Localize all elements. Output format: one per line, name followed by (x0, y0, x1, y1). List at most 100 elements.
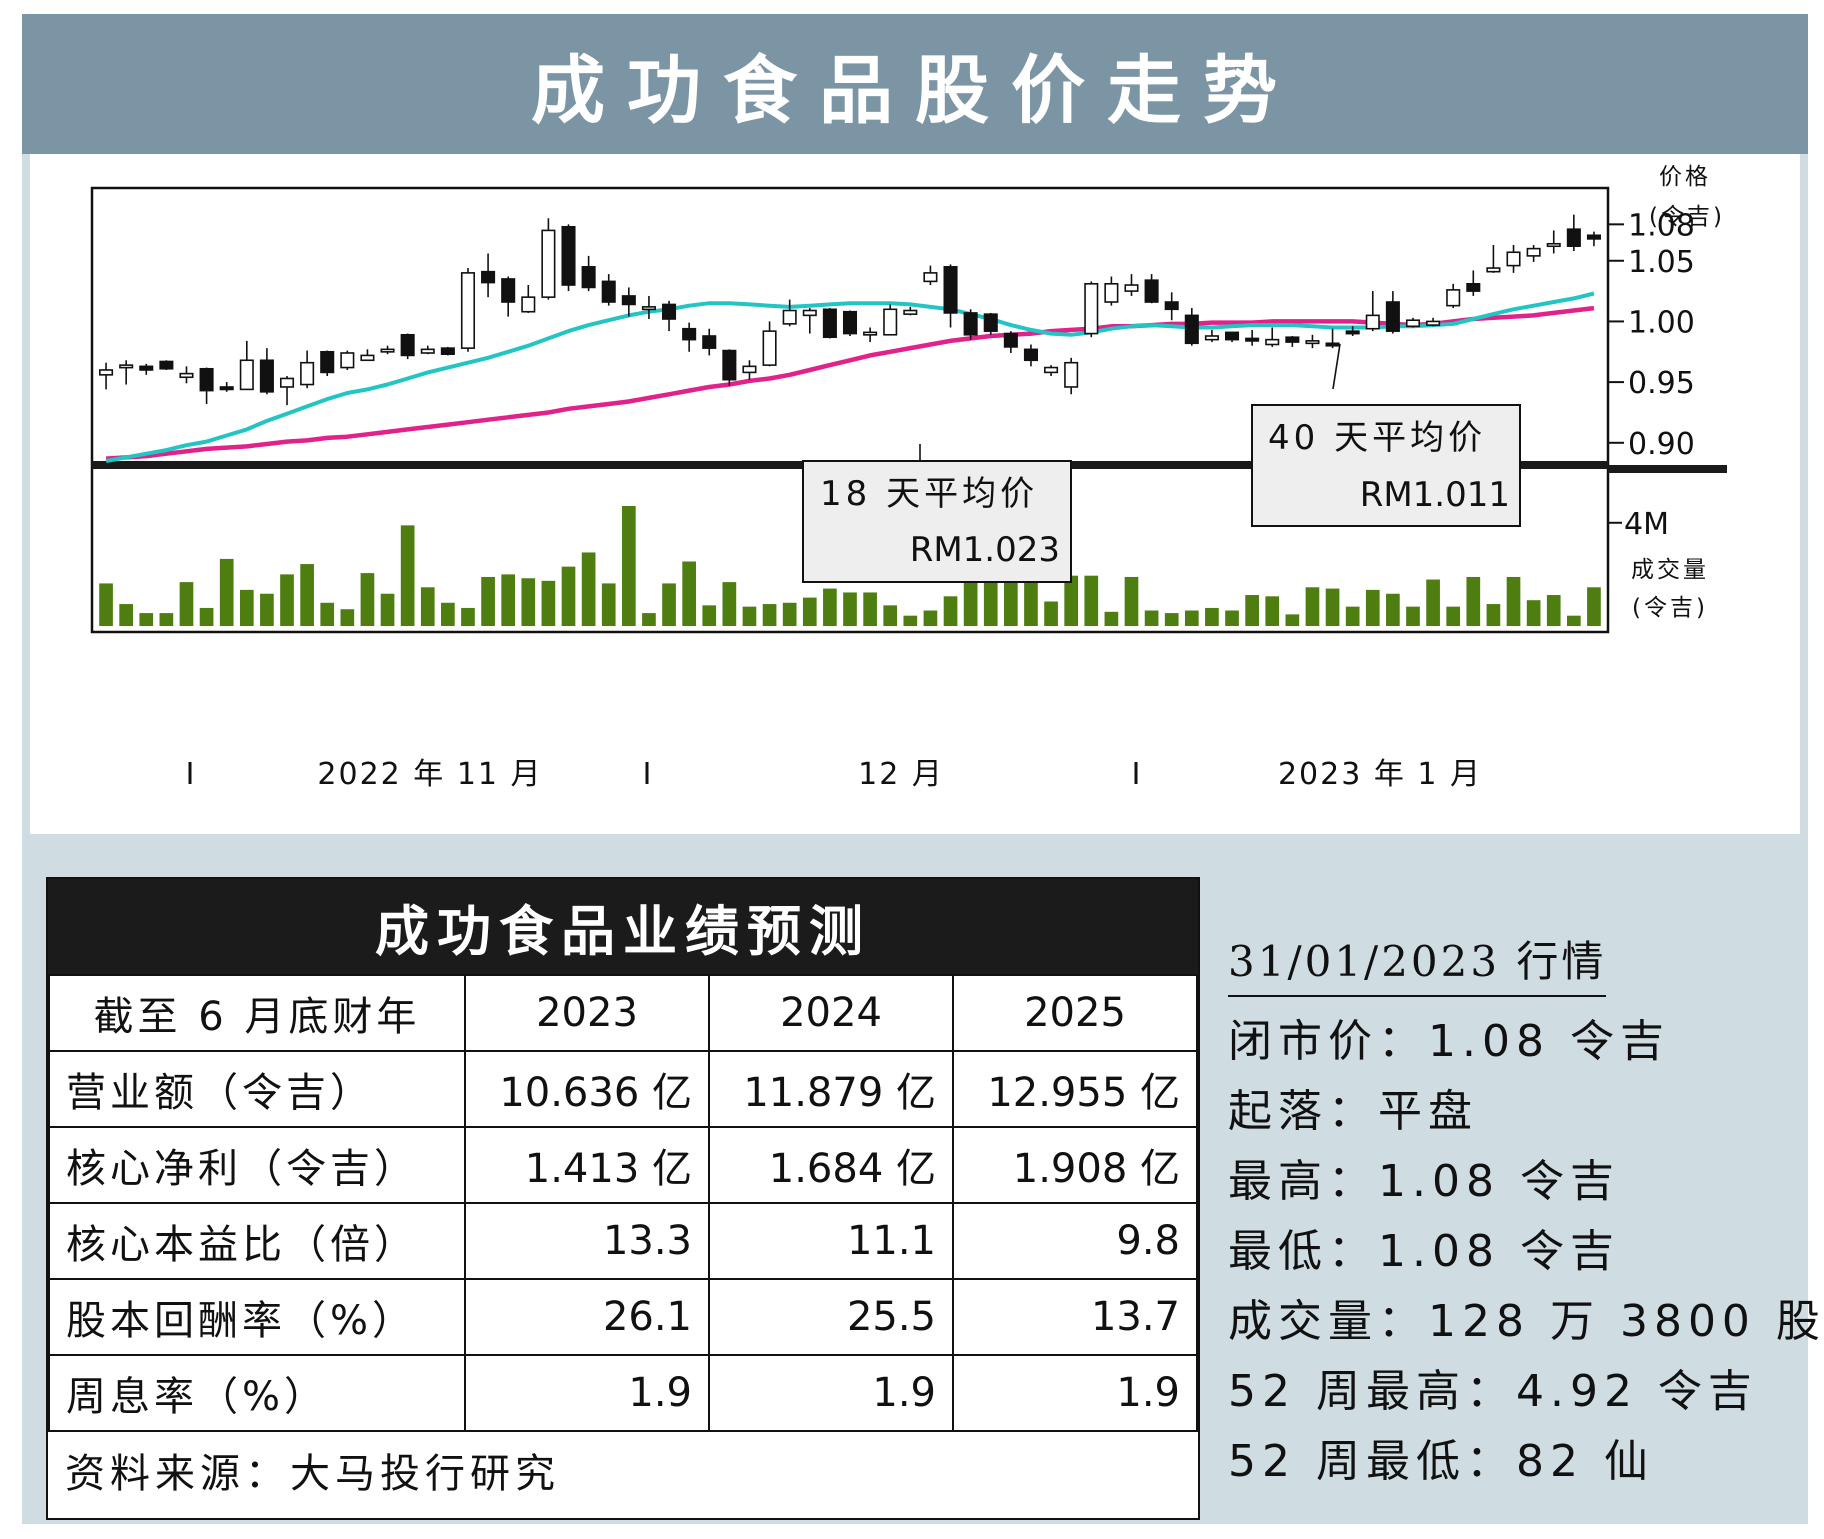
volume-bar (219, 558, 234, 626)
candle-body (1204, 335, 1219, 341)
volume-bar (260, 593, 274, 626)
volume-bar (1104, 611, 1119, 626)
volume-bar (1164, 613, 1179, 626)
candle-body (802, 309, 817, 317)
table-cell: 9.8 (952, 1202, 1198, 1280)
volume-bar (561, 566, 576, 626)
quote-close: 闭市价：1.08 令吉 (1228, 1016, 1670, 1067)
candle-body (119, 364, 134, 369)
volume-bar (239, 589, 254, 626)
volume-bar (863, 592, 877, 626)
volume-axis-label: 成交量 (1631, 557, 1709, 583)
volume-bar (943, 596, 958, 626)
candle-body (702, 335, 717, 349)
volume-bar (1406, 606, 1420, 626)
volume-bar (280, 574, 294, 626)
volume-bar (1345, 606, 1360, 626)
candle-body (1245, 337, 1260, 342)
candle-body (822, 308, 837, 339)
candle-body (380, 348, 395, 353)
ma18-callout-value: RM1.023 (910, 530, 1060, 570)
row-label: 核心本益比（倍） (48, 1202, 466, 1280)
row-label: 营业额（令吉） (48, 1050, 466, 1128)
candle-body (159, 360, 174, 370)
candle-body (742, 365, 757, 374)
ma40-line (105, 305, 1595, 461)
volume-bar (1184, 610, 1199, 626)
candle-body (1526, 247, 1541, 257)
forecast-title: 成功食品业绩预测 (48, 879, 1198, 974)
volume-bar (420, 587, 435, 626)
volume-bar (159, 613, 174, 626)
volume-bar (1446, 606, 1461, 626)
volume-bar (199, 607, 214, 626)
candle-body (1466, 283, 1481, 292)
volume-bar (662, 583, 676, 626)
candle-body (762, 330, 777, 366)
volume-bar (1225, 610, 1239, 626)
volume-bar (380, 593, 395, 626)
table-cell: 10.636 亿 (464, 1050, 710, 1128)
candle-body (1305, 340, 1320, 345)
candle-body (1385, 301, 1400, 332)
table-cell: 13.3 (464, 1202, 710, 1280)
candle-body (460, 272, 476, 349)
candle-body (581, 266, 596, 289)
x-axis-label: 12 月 (858, 757, 944, 792)
volume-bar (1124, 576, 1139, 626)
volume-bar (1305, 587, 1320, 626)
candle-body (983, 313, 998, 332)
candle-body (1546, 242, 1561, 248)
candle-body (199, 367, 214, 392)
table-cell: 1.413 亿 (464, 1126, 710, 1204)
volume-bar (823, 588, 837, 626)
candle-body (340, 352, 355, 369)
candle-body (179, 372, 194, 379)
volume-bar (722, 582, 737, 626)
volume-bar (179, 582, 194, 626)
candle-body (561, 225, 576, 286)
volume-bar (1466, 576, 1481, 626)
candle-body (1446, 289, 1461, 307)
price-tick-label: 0.95 (1628, 366, 1695, 401)
x-axis-label: 2022 年 11 月 (317, 757, 542, 792)
price-axis-label: 价格 (1659, 164, 1711, 190)
volume-bar (139, 613, 154, 626)
candle-body (1084, 283, 1099, 335)
volume-bar (119, 604, 133, 626)
table-cell: 11.1 (708, 1202, 954, 1280)
header-cell: 2023 (464, 974, 710, 1052)
candle-body (1144, 279, 1159, 303)
volume-bar (621, 506, 636, 626)
candle-body (1426, 320, 1441, 326)
quote-lines: 闭市价：1.08 令吉 起落：平盘 最高：1.08 令吉 最低：1.08 令吉 … (1228, 1007, 1820, 1497)
quote-52w-low: 52 周最低：82 仙 (1228, 1436, 1654, 1487)
volume-bar (461, 607, 475, 626)
candle-body (722, 349, 737, 381)
candle-body (1003, 332, 1018, 348)
candle-body (1184, 314, 1199, 345)
candle-body (1566, 228, 1581, 247)
table-row: 核心净利（令吉） 1.413 亿 1.684 亿 1.908 亿 (48, 1126, 1198, 1204)
ma40-callout-title: 40 天平均价 (1268, 418, 1486, 458)
candle-body (943, 266, 958, 314)
chart-title: 成功食品股价走势 (22, 14, 1808, 154)
volume-bar (1325, 588, 1340, 626)
volume-bar (1567, 615, 1581, 626)
volume-bar (642, 613, 656, 626)
ma18-line (105, 291, 1595, 463)
candle-body (682, 327, 697, 341)
candle-body (1365, 314, 1380, 330)
volume-bar (1426, 579, 1440, 626)
volume-bar (501, 574, 516, 626)
ma40-callout-box (1251, 404, 1521, 527)
header-cell: 2024 (708, 974, 954, 1052)
candle-body (662, 303, 677, 320)
volume-bar (400, 525, 415, 626)
volume-bar (1526, 600, 1541, 626)
candle-body (279, 377, 295, 388)
volume-bar (883, 605, 898, 626)
table-cell: 1.684 亿 (708, 1126, 954, 1204)
row-label: 周息率（%） (48, 1354, 466, 1432)
table-cell: 25.5 (708, 1278, 954, 1356)
